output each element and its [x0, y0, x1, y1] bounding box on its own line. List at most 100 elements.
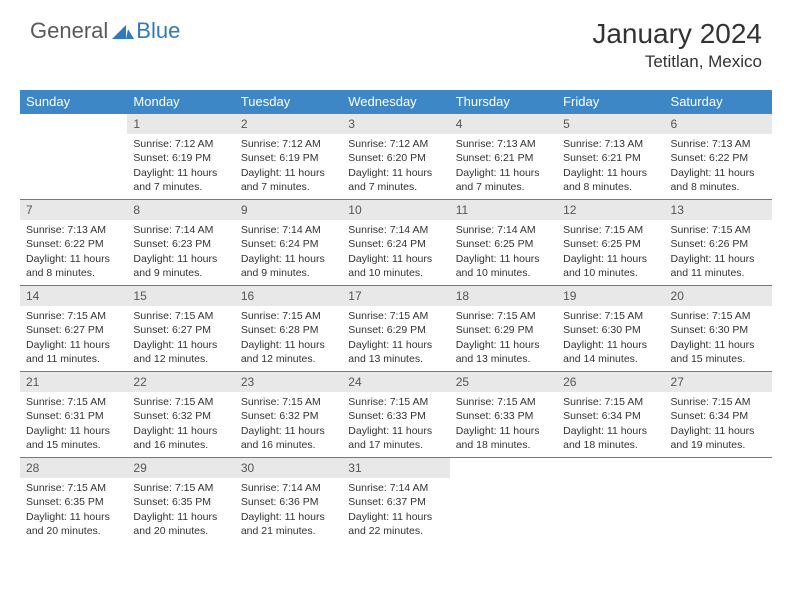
sunrise-text: Sunrise: 7:14 AM	[241, 223, 336, 237]
daylight-text: Daylight: 11 hours and 10 minutes.	[348, 252, 443, 280]
day-number: 31	[342, 458, 449, 478]
daylight-text: Daylight: 11 hours and 11 minutes.	[671, 252, 766, 280]
day-content: Sunrise: 7:15 AMSunset: 6:33 PMDaylight:…	[342, 392, 449, 456]
calendar-day-cell: 27Sunrise: 7:15 AMSunset: 6:34 PMDayligh…	[665, 372, 772, 458]
sunset-text: Sunset: 6:27 PM	[26, 323, 121, 337]
day-content: Sunrise: 7:13 AMSunset: 6:21 PMDaylight:…	[450, 134, 557, 198]
sunset-text: Sunset: 6:30 PM	[563, 323, 658, 337]
daylight-text: Daylight: 11 hours and 16 minutes.	[133, 424, 228, 452]
calendar-day-cell: 13Sunrise: 7:15 AMSunset: 6:26 PMDayligh…	[665, 200, 772, 286]
calendar-day-cell: 1Sunrise: 7:12 AMSunset: 6:19 PMDaylight…	[127, 114, 234, 200]
day-number: 9	[235, 200, 342, 220]
sunrise-text: Sunrise: 7:14 AM	[456, 223, 551, 237]
sunset-text: Sunset: 6:32 PM	[133, 409, 228, 423]
calendar-day-cell: 8Sunrise: 7:14 AMSunset: 6:23 PMDaylight…	[127, 200, 234, 286]
day-number: 4	[450, 114, 557, 134]
calendar-day-cell: 18Sunrise: 7:15 AMSunset: 6:29 PMDayligh…	[450, 286, 557, 372]
daylight-text: Daylight: 11 hours and 13 minutes.	[456, 338, 551, 366]
sunset-text: Sunset: 6:19 PM	[133, 151, 228, 165]
day-content: Sunrise: 7:13 AMSunset: 6:22 PMDaylight:…	[665, 134, 772, 198]
sunset-text: Sunset: 6:23 PM	[133, 237, 228, 251]
day-content: Sunrise: 7:15 AMSunset: 6:34 PMDaylight:…	[665, 392, 772, 456]
daylight-text: Daylight: 11 hours and 22 minutes.	[348, 510, 443, 538]
sunrise-text: Sunrise: 7:15 AM	[133, 395, 228, 409]
calendar-day-cell: 3Sunrise: 7:12 AMSunset: 6:20 PMDaylight…	[342, 114, 449, 200]
day-number: 5	[557, 114, 664, 134]
sunrise-text: Sunrise: 7:15 AM	[26, 309, 121, 323]
calendar-day-cell: 28Sunrise: 7:15 AMSunset: 6:35 PMDayligh…	[20, 458, 127, 544]
calendar-day-cell	[557, 458, 664, 544]
day-content: Sunrise: 7:15 AMSunset: 6:33 PMDaylight:…	[450, 392, 557, 456]
sunrise-text: Sunrise: 7:12 AM	[133, 137, 228, 151]
sunset-text: Sunset: 6:33 PM	[348, 409, 443, 423]
daylight-text: Daylight: 11 hours and 14 minutes.	[563, 338, 658, 366]
calendar-day-cell: 5Sunrise: 7:13 AMSunset: 6:21 PMDaylight…	[557, 114, 664, 200]
dayname-sun: Sunday	[20, 90, 127, 114]
calendar-day-cell: 15Sunrise: 7:15 AMSunset: 6:27 PMDayligh…	[127, 286, 234, 372]
calendar-week-row: 14Sunrise: 7:15 AMSunset: 6:27 PMDayligh…	[20, 286, 772, 372]
logo-triangle-icon	[112, 23, 134, 39]
calendar-day-cell: 2Sunrise: 7:12 AMSunset: 6:19 PMDaylight…	[235, 114, 342, 200]
day-number: 10	[342, 200, 449, 220]
dayname-fri: Friday	[557, 90, 664, 114]
calendar-day-cell: 22 Sunrise: 7:15 AMSunset: 6:32 PMDayligh…	[127, 372, 234, 458]
sunset-text: Sunset: 6:34 PM	[563, 409, 658, 423]
day-content: Sunrise: 7:13 AMSunset: 6:22 PMDaylight:…	[20, 220, 127, 284]
daylight-text: Daylight: 11 hours and 12 minutes.	[241, 338, 336, 366]
calendar-day-cell: 24Sunrise: 7:15 AMSunset: 6:33 PMDayligh…	[342, 372, 449, 458]
calendar-day-cell	[20, 114, 127, 200]
calendar-day-cell: 25Sunrise: 7:15 AMSunset: 6:33 PMDayligh…	[450, 372, 557, 458]
sunset-text: Sunset: 6:29 PM	[348, 323, 443, 337]
dayname-row: Sunday Monday Tuesday Wednesday Thursday…	[20, 90, 772, 114]
calendar-day-cell	[665, 458, 772, 544]
calendar-week-row: 28Sunrise: 7:15 AMSunset: 6:35 PMDayligh…	[20, 458, 772, 544]
sunset-text: Sunset: 6:22 PM	[671, 151, 766, 165]
calendar-day-cell: 11Sunrise: 7:14 AMSunset: 6:25 PMDayligh…	[450, 200, 557, 286]
day-number: 2	[235, 114, 342, 134]
sunrise-text: Sunrise: 7:15 AM	[133, 309, 228, 323]
calendar-day-cell: 17Sunrise: 7:15 AMSunset: 6:29 PMDayligh…	[342, 286, 449, 372]
page-header: General Blue January 2024 Tetitlan, Mexi…	[0, 0, 792, 76]
sunset-text: Sunset: 6:27 PM	[133, 323, 228, 337]
day-number: 15	[127, 286, 234, 306]
day-number: 7	[20, 200, 127, 220]
daylight-text: Daylight: 11 hours and 10 minutes.	[456, 252, 551, 280]
day-number: 28	[20, 458, 127, 478]
day-number: 22	[127, 372, 234, 392]
day-number: 27	[665, 372, 772, 392]
sunrise-text: Sunrise: 7:15 AM	[26, 395, 121, 409]
calendar-day-cell: 19Sunrise: 7:15 AMSunset: 6:30 PMDayligh…	[557, 286, 664, 372]
daylight-text: Daylight: 11 hours and 16 minutes.	[241, 424, 336, 452]
sunset-text: Sunset: 6:22 PM	[26, 237, 121, 251]
daylight-text: Daylight: 11 hours and 11 minutes.	[26, 338, 121, 366]
day-number: 6	[665, 114, 772, 134]
calendar-week-row: 7Sunrise: 7:13 AMSunset: 6:22 PMDaylight…	[20, 200, 772, 286]
sunrise-text: Sunrise: 7:14 AM	[348, 481, 443, 495]
sunset-text: Sunset: 6:28 PM	[241, 323, 336, 337]
day-content: Sunrise: 7:15 AMSunset: 6:27 PMDaylight:…	[20, 306, 127, 370]
sunrise-text: Sunrise: 7:15 AM	[26, 481, 121, 495]
calendar-day-cell: 31Sunrise: 7:14 AMSunset: 6:37 PMDayligh…	[342, 458, 449, 544]
daylight-text: Daylight: 11 hours and 17 minutes.	[348, 424, 443, 452]
sunrise-text: Sunrise: 7:15 AM	[348, 309, 443, 323]
calendar-day-cell: 23Sunrise: 7:15 AMSunset: 6:32 PMDayligh…	[235, 372, 342, 458]
day-number: 25	[450, 372, 557, 392]
sunset-text: Sunset: 6:29 PM	[456, 323, 551, 337]
daylight-text: Daylight: 11 hours and 15 minutes.	[671, 338, 766, 366]
day-number	[665, 458, 772, 462]
day-content: Sunrise: 7:15 AMSunset: 6:26 PMDaylight:…	[665, 220, 772, 284]
daylight-text: Daylight: 11 hours and 7 minutes.	[456, 166, 551, 194]
day-number	[450, 458, 557, 462]
sunrise-text: Sunrise: 7:15 AM	[563, 395, 658, 409]
day-content: Sunrise: 7:12 AMSunset: 6:20 PMDaylight:…	[342, 134, 449, 198]
day-content: Sunrise: 7:14 AMSunset: 6:23 PMDaylight:…	[127, 220, 234, 284]
logo: General Blue	[30, 18, 180, 44]
dayname-mon: Monday	[127, 90, 234, 114]
day-number	[557, 458, 664, 462]
daylight-text: Daylight: 11 hours and 15 minutes.	[26, 424, 121, 452]
day-number: 8	[127, 200, 234, 220]
sunrise-text: Sunrise: 7:15 AM	[563, 223, 658, 237]
sunset-text: Sunset: 6:25 PM	[456, 237, 551, 251]
daylight-text: Daylight: 11 hours and 10 minutes.	[563, 252, 658, 280]
sunset-text: Sunset: 6:20 PM	[348, 151, 443, 165]
